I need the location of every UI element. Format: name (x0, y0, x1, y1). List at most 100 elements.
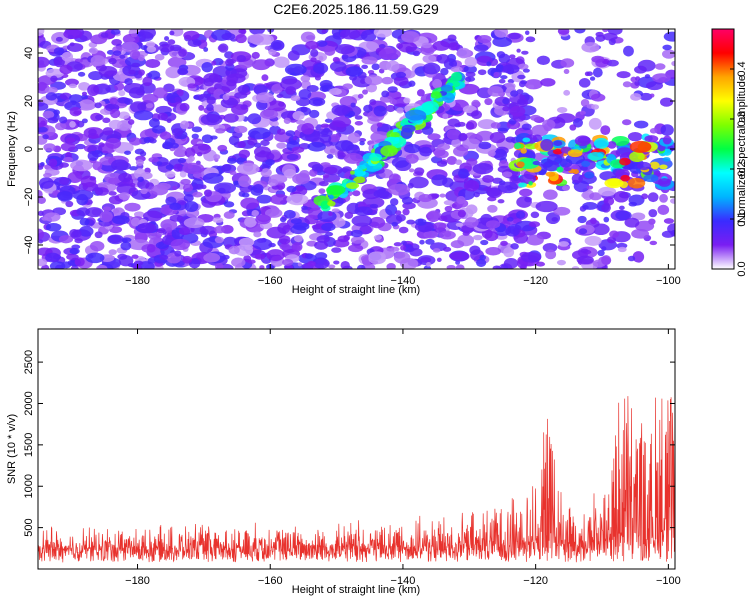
heatmap-cell (276, 93, 284, 99)
heatmap-cell (118, 90, 126, 97)
heatmap-cell (556, 107, 568, 113)
heatmap-cell (662, 157, 671, 162)
heatmap-cell (634, 220, 655, 232)
heatmap-cell (376, 122, 383, 128)
heatmap-cell (463, 179, 480, 192)
heatmap-cell (283, 209, 296, 219)
heatmap-cell (589, 76, 596, 81)
heatmap-cell (164, 171, 176, 178)
heatmap-cell (45, 252, 61, 263)
heatmap-panel: −180 −160 −140 −120 −100 −40 −20 0 20 40 Height … (6, 28, 681, 296)
heatmap-cell (369, 216, 386, 229)
heatmap-cell (487, 204, 498, 213)
heatmap-cell (393, 76, 409, 86)
heatmap-cell (500, 240, 508, 247)
heatmap-cell (247, 127, 271, 140)
heatmap-cell (616, 71, 631, 79)
heatmap-cell (313, 62, 329, 74)
heatmap-cell (264, 45, 271, 50)
heatmap-cell (563, 167, 572, 172)
heatmap-y-tick-label: 40 (23, 47, 35, 59)
heatmap-cell (444, 205, 453, 212)
heatmap-cell (167, 39, 176, 45)
heatmap-cell (522, 68, 530, 73)
heatmap-cell (279, 243, 291, 251)
heatmap-cell (43, 143, 56, 152)
heatmap-cell (345, 182, 360, 190)
heatmap-cell (517, 74, 526, 80)
heatmap-cell (38, 56, 50, 68)
heatmap-cell (187, 38, 202, 47)
heatmap-cell (74, 238, 83, 244)
heatmap-cell (385, 104, 396, 113)
heatmap-cell (420, 46, 435, 56)
heatmap-cell (434, 149, 449, 159)
heatmap-cell (455, 222, 464, 227)
heatmap-cell (507, 78, 515, 84)
heatmap-cell (95, 114, 104, 121)
heatmap-cell (582, 202, 598, 210)
heatmap-cell (221, 32, 236, 41)
heatmap-cell (305, 40, 319, 50)
heatmap-cell (129, 182, 136, 187)
heatmap-cell (38, 228, 45, 240)
heatmap-cell (38, 126, 48, 133)
heatmap-cell (368, 251, 386, 262)
heatmap-cell (326, 154, 334, 159)
heatmap-cell (442, 246, 452, 252)
heatmap-cell (67, 34, 74, 40)
heatmap-cells (38, 29, 675, 269)
heatmap-cell (210, 135, 218, 140)
heatmap-cell (135, 159, 144, 166)
heatmap-cell (553, 206, 571, 216)
heatmap-cell (156, 227, 166, 234)
heatmap-cell (90, 55, 106, 67)
heatmap-cell (118, 192, 130, 201)
heatmap-cell (88, 128, 97, 136)
heatmap-cell (649, 93, 655, 98)
heatmap-cell (538, 169, 547, 176)
heatmap-cell (55, 122, 67, 131)
heatmap-cell (602, 32, 618, 41)
heatmap-cell (659, 193, 668, 203)
heatmap-cell (154, 53, 165, 61)
heatmap-cell (110, 29, 121, 35)
heatmap-cell (238, 175, 252, 188)
heatmap-cell (213, 182, 237, 194)
heatmap-cell (440, 84, 453, 92)
heatmap-cell (65, 137, 76, 143)
heatmap-cell (38, 165, 44, 170)
heatmap-cell (118, 172, 132, 183)
heatmap-cell (390, 198, 399, 206)
heatmap-cell (350, 102, 356, 108)
heatmap-cell (260, 168, 272, 178)
heatmap-cell (69, 106, 82, 117)
heatmap-cell (222, 93, 230, 101)
heatmap-cell (345, 66, 364, 77)
heatmap-cell (351, 215, 373, 227)
heatmap-cell (609, 230, 619, 238)
heatmap-cell (369, 153, 383, 162)
heatmap-cell (506, 216, 514, 222)
heatmap-cell (293, 222, 310, 231)
heatmap-y-tick-label: −40 (23, 236, 35, 255)
heatmap-x-tick-label: −140 (391, 275, 416, 287)
heatmap-cell (292, 136, 298, 141)
heatmap-cell (563, 89, 571, 96)
heatmap-cell (450, 66, 463, 73)
heatmap-cell (363, 104, 373, 113)
heatmap-cell (38, 210, 44, 216)
heatmap-cell (238, 237, 255, 247)
heatmap-cell (572, 118, 583, 128)
heatmap-cell (479, 254, 487, 261)
heatmap-cell (409, 176, 429, 189)
heatmap-cell (427, 133, 441, 141)
heatmap-cell (191, 133, 199, 140)
heatmap-cell (546, 154, 563, 165)
heatmap-cell (520, 264, 527, 269)
heatmap-cell (328, 88, 342, 96)
heatmap-cell (447, 118, 460, 127)
heatmap-x-label: Height of straight line (km) (292, 284, 420, 296)
heatmap-cell (176, 89, 184, 97)
heatmap-cell (158, 43, 175, 53)
